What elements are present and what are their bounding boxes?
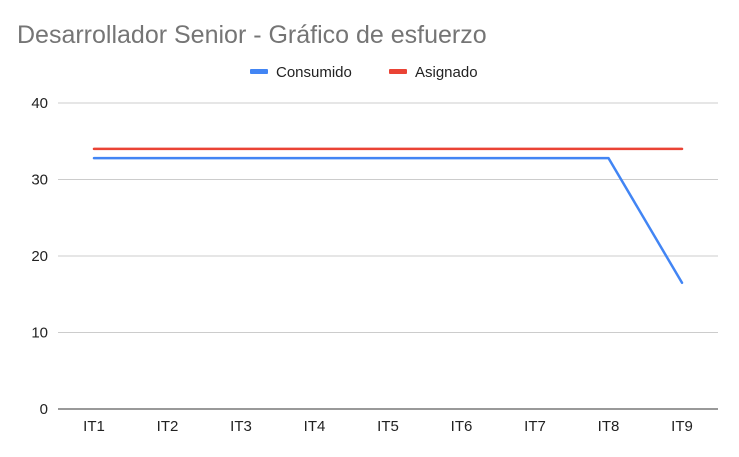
legend: Consumido Asignado: [250, 64, 478, 81]
y-tick-label: 20: [31, 248, 48, 265]
series-consumido: [92, 156, 684, 285]
x-tick-label: IT4: [304, 418, 326, 435]
x-axis-ticks: IT1 IT2 IT3 IT4 IT5 IT6 IT7 IT8 IT9: [83, 418, 693, 435]
x-tick-label: IT1: [83, 418, 105, 435]
y-axis-ticks: 0 10 20 30 40: [31, 95, 48, 418]
legend-swatch: [389, 69, 407, 74]
gridlines: [58, 102, 718, 410]
x-tick-label: IT2: [157, 418, 179, 435]
legend-label: Consumido: [276, 64, 352, 81]
x-tick-label: IT7: [524, 418, 546, 435]
x-tick-label: IT5: [377, 418, 399, 435]
x-tick-label: IT8: [598, 418, 620, 435]
series-line-consumido: [92, 156, 684, 285]
y-tick-label: 30: [31, 172, 48, 189]
legend-item-consumido: Consumido: [250, 64, 352, 81]
legend-label: Asignado: [415, 64, 478, 81]
x-tick-label: IT9: [671, 418, 693, 435]
series-layer: [92, 147, 684, 285]
y-tick-label: 0: [40, 401, 48, 418]
y-tick-label: 40: [31, 95, 48, 112]
x-tick-label: IT6: [451, 418, 473, 435]
chart-title: Desarrollador Senior - Gráfico de esfuer…: [17, 21, 487, 49]
y-tick-label: 10: [31, 325, 48, 342]
x-tick-label: IT3: [230, 418, 252, 435]
legend-item-asignado: Asignado: [389, 64, 478, 81]
legend-swatch: [250, 69, 268, 74]
